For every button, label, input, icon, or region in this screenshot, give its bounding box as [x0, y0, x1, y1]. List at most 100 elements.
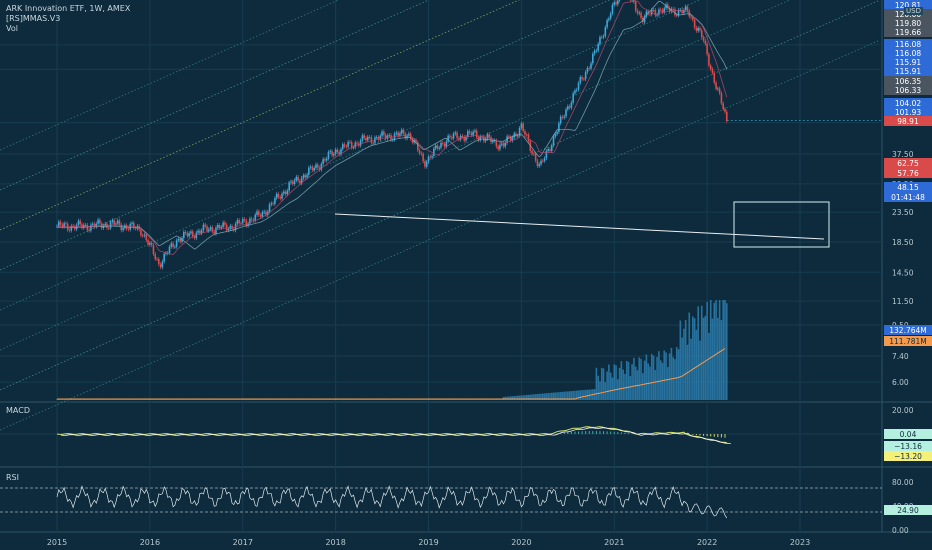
candle-body: [709, 65, 712, 70]
candle-body: [261, 212, 264, 217]
candle-body: [84, 224, 87, 226]
candle-body: [690, 16, 692, 18]
candle-body: [211, 227, 214, 232]
candle-body: [218, 224, 221, 229]
indicator-title[interactable]: [RS]MMAS.V3: [6, 14, 61, 23]
candle-body: [567, 106, 569, 110]
candle-body: [197, 230, 199, 233]
price-badge: 01:41:48: [884, 192, 932, 202]
volume-bar: [542, 393, 544, 400]
volume-bar: [692, 316, 694, 400]
candle-body: [86, 224, 89, 231]
candle-body: [645, 11, 648, 17]
candle-body: [438, 147, 441, 149]
volume-bar: [629, 376, 632, 400]
candle-body: [595, 50, 598, 52]
volume-bar: [704, 315, 707, 400]
volume-bar: [625, 360, 628, 400]
candle-body: [422, 153, 424, 162]
candle-body: [379, 135, 382, 140]
candle-body: [465, 136, 467, 141]
candle-body: [675, 15, 678, 16]
candle-body: [479, 136, 482, 141]
candle-body: [436, 145, 439, 149]
price-tick-label: 23.50: [892, 208, 914, 217]
candle-body: [674, 9, 676, 16]
candle-body: [470, 132, 473, 136]
candle-body: [293, 180, 296, 184]
candle-body: [199, 230, 201, 234]
symbol-title[interactable]: ARK Innovation ETF, 1W, AMEX: [6, 4, 131, 13]
axis-badges: 120.81120.00119.80119.66116.08116.08115.…: [884, 0, 932, 515]
candle-body: [206, 226, 208, 231]
currency-label: USD: [904, 7, 923, 15]
candle-body: [633, 0, 635, 2]
x-tick-label: 2021: [604, 538, 624, 547]
candle-body: [538, 164, 541, 167]
candle-body: [191, 231, 194, 237]
volume-bar: [508, 396, 510, 400]
macd-badge-bg: [884, 441, 932, 451]
candle-body: [500, 143, 503, 145]
volume-bar: [604, 382, 607, 400]
candle-body: [275, 193, 278, 199]
price-badge-text: 115.91: [895, 67, 921, 76]
volume-badge-text: 132.764M: [889, 326, 927, 335]
candle-body: [563, 116, 566, 118]
candle-body: [277, 193, 280, 198]
volume-bar: [517, 395, 519, 400]
candle-body: [309, 166, 312, 168]
candle-body: [508, 136, 510, 138]
candle-body: [568, 106, 571, 108]
moving-average-slow: [57, 0, 728, 250]
macd-badge-text: 0.04: [900, 430, 917, 439]
support-trendline: [334, 213, 825, 240]
volume-bar: [529, 394, 532, 400]
volume-bar: [599, 381, 601, 400]
candle-body: [338, 152, 340, 155]
volume-bar: [688, 312, 691, 400]
volume-bar: [600, 367, 603, 400]
volume-badge-bg: [884, 336, 932, 346]
candle-body: [183, 231, 185, 239]
macd-title[interactable]: MACD: [6, 406, 30, 415]
volume-bar: [713, 302, 716, 400]
price-tick-label: 37.50: [892, 150, 914, 159]
candle-body: [254, 214, 257, 221]
candle-body: [265, 211, 267, 216]
macd-badge: −13.20: [884, 451, 932, 461]
candle-body: [543, 158, 546, 161]
candle-body: [354, 142, 357, 148]
volume-bar: [527, 394, 530, 400]
candle-body: [347, 141, 349, 147]
candle-body: [466, 131, 469, 137]
volume-bar: [525, 394, 528, 400]
candle-body: [79, 220, 82, 225]
candle-body: [397, 132, 399, 136]
candle-body: [263, 211, 265, 213]
candle-body: [711, 69, 714, 73]
price-badge-text: 116.08: [895, 49, 921, 58]
candle-body: [434, 145, 437, 149]
candle-body: [318, 167, 321, 170]
candle-body: [129, 223, 132, 230]
volume-bar: [718, 300, 721, 400]
candle-body: [700, 30, 703, 38]
candle-body: [449, 135, 451, 138]
candle-body: [618, 0, 621, 1]
candle-body: [475, 130, 478, 138]
volume-title[interactable]: Vol: [6, 24, 18, 33]
price-badge-bg: [884, 27, 932, 37]
candle-body: [350, 142, 353, 148]
candle-body: [352, 147, 355, 149]
candle-body: [416, 142, 419, 151]
candle-body: [663, 8, 666, 13]
volume-bar: [524, 395, 526, 400]
candle-body: [59, 221, 62, 225]
volume-bar: [581, 390, 583, 400]
candle-body: [468, 131, 471, 133]
rsi-title[interactable]: RSI: [6, 473, 19, 482]
price-badge-text: 106.33: [895, 86, 921, 95]
volume-bar: [708, 332, 710, 400]
